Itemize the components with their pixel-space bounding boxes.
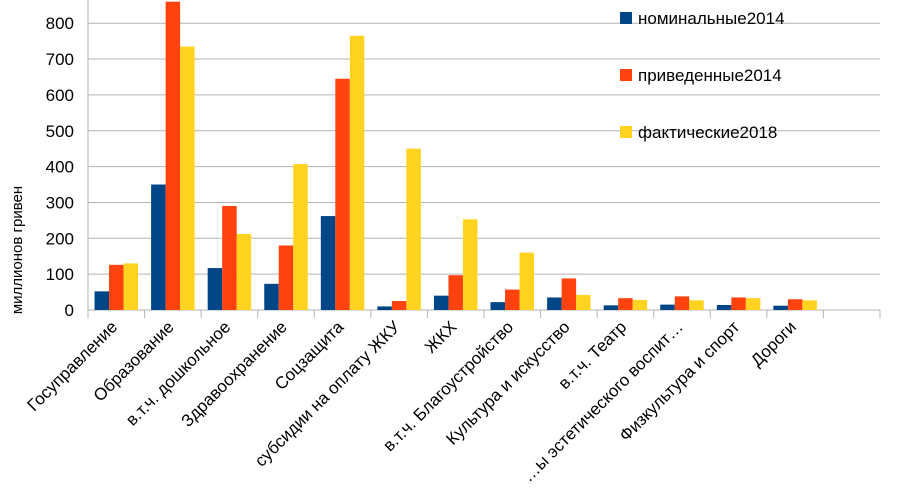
legend-label: приведенные2014 <box>638 66 782 85</box>
bar <box>264 283 279 310</box>
bar <box>123 263 139 310</box>
bar <box>576 294 591 310</box>
x-category-label: Здравоохранение <box>178 317 291 430</box>
bar <box>787 299 803 310</box>
x-category-label: Дороги <box>747 317 800 370</box>
y-tick-label: 800 <box>46 14 74 33</box>
legend: номинальные2014 приведенные2014 фактически… <box>620 9 785 142</box>
bar <box>561 278 577 310</box>
bar <box>505 289 520 310</box>
bar <box>490 302 506 310</box>
legend-label: фактические2018 <box>638 123 777 142</box>
bar <box>731 297 746 310</box>
bar <box>335 78 350 310</box>
y-tick-label: 700 <box>46 50 74 69</box>
bar <box>207 268 223 310</box>
y-tick-label: 200 <box>46 229 74 248</box>
bar <box>462 219 478 310</box>
y-axis-label: миллионов гривен <box>9 186 26 314</box>
bar <box>222 206 237 310</box>
bars <box>94 1 817 311</box>
y-tick-label: 400 <box>46 158 74 177</box>
bar <box>278 245 294 310</box>
y-tick-label: 0 <box>65 301 74 320</box>
bar <box>109 264 124 310</box>
legend-swatch <box>620 69 632 81</box>
bar <box>236 233 252 310</box>
bar <box>293 164 308 310</box>
bar <box>377 306 392 310</box>
bar <box>660 304 675 310</box>
bar <box>349 35 365 311</box>
bar <box>802 300 817 310</box>
y-tick-label: 300 <box>46 193 74 212</box>
y-tick-label: 100 <box>46 265 74 284</box>
x-category-label: ЖКХ <box>421 317 461 357</box>
gridlines <box>87 0 881 318</box>
bar <box>603 305 619 310</box>
legend-swatch <box>620 12 632 24</box>
bar <box>433 295 449 310</box>
x-category-label: в.т.ч. дошкольное <box>122 317 234 429</box>
bar <box>674 296 690 310</box>
y-tick-label: 600 <box>46 86 74 105</box>
bar <box>151 184 166 310</box>
bar <box>745 298 761 310</box>
bar <box>689 300 704 310</box>
bar <box>716 304 732 310</box>
bar <box>519 252 535 310</box>
bar <box>165 1 181 310</box>
bar <box>320 216 336 310</box>
bar <box>180 46 195 310</box>
bar <box>773 305 788 310</box>
bar <box>448 275 463 310</box>
legend-swatch <box>620 126 632 138</box>
y-axis-ticks: 0 100 200 300 400 500 600 700 800 <box>46 14 74 320</box>
bar <box>406 148 421 310</box>
bar <box>547 297 562 310</box>
bar <box>632 299 648 310</box>
bar <box>391 301 407 310</box>
y-tick-label: 500 <box>46 122 74 141</box>
bar <box>618 298 633 310</box>
legend-label: номинальные2014 <box>638 9 785 28</box>
bar <box>94 291 110 310</box>
